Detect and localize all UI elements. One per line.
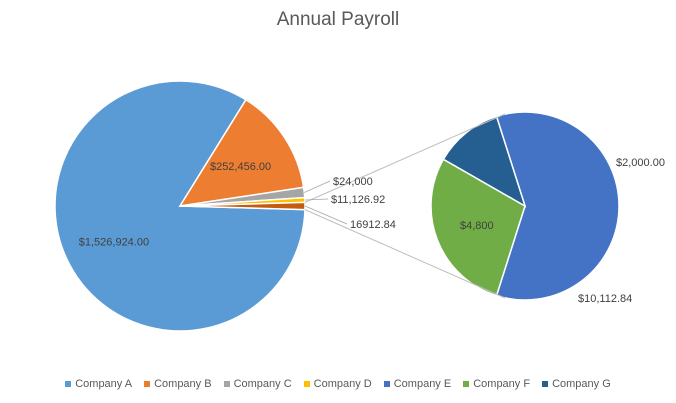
legend-label: Company E xyxy=(393,378,452,390)
data-label-company-a: $1,526,924.00 xyxy=(79,237,149,249)
legend-item-company-f: Company F xyxy=(463,378,530,390)
data-label-company-b: $252,456.00 xyxy=(210,161,271,173)
legend-label: Company A xyxy=(75,378,133,390)
legend-swatch xyxy=(383,381,390,387)
legend-swatch xyxy=(303,381,310,387)
leader-line-other xyxy=(304,205,348,225)
secondary-pie-slice-company-e xyxy=(495,111,620,301)
leader-line-company-c xyxy=(304,180,331,193)
legend-swatch xyxy=(65,381,72,387)
secondary-pie-slice-company-g xyxy=(442,115,527,208)
connector-line-bottom xyxy=(304,209,506,299)
data-label-company-e: $10,112.84 xyxy=(578,293,632,305)
data-label-company-f: $4,800 xyxy=(460,220,494,232)
main-pie-slice-company-b xyxy=(178,98,305,207)
legend-item-company-g: Company G xyxy=(542,378,611,390)
legend-swatch xyxy=(542,381,549,387)
chart-title: Annual Payroll xyxy=(276,9,400,30)
main-pie-slice-other xyxy=(179,201,306,211)
legend-swatch xyxy=(144,381,151,387)
legend-label: Company G xyxy=(552,378,611,390)
legend-label: Company B xyxy=(154,378,212,390)
legend-item-company-b: Company B xyxy=(144,378,212,390)
legend-label: Company F xyxy=(473,378,531,390)
data-label-company-d: $11,126.92 xyxy=(331,194,385,206)
legend-label: Company C xyxy=(233,378,292,390)
data-label-company-c: $24,000 xyxy=(333,176,373,188)
leader-line-company-d xyxy=(304,198,329,201)
legend-item-company-c: Company C xyxy=(223,378,292,390)
legend-label: Company D xyxy=(313,378,372,390)
legend-item-company-a: Company A xyxy=(65,378,132,390)
connector-line-top xyxy=(304,113,506,203)
data-label-company-g: $2,000.00 xyxy=(616,157,665,169)
chart-legend: Company A Company B Company C Company D Comp… xyxy=(0,378,676,390)
legend-item-company-d: Company D xyxy=(303,378,372,390)
legend-item-company-e: Company E xyxy=(383,378,452,390)
legend-swatch xyxy=(463,381,470,387)
data-label-other: 16912.84 xyxy=(350,219,396,231)
legend-swatch xyxy=(223,381,230,387)
